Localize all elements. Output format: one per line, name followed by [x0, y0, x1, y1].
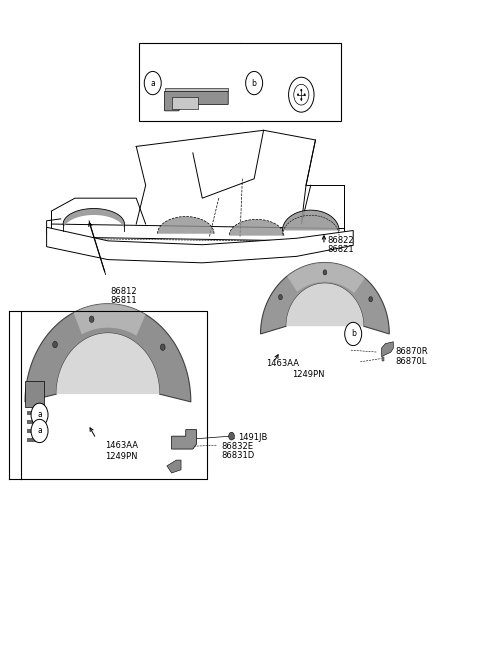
Circle shape [300, 89, 302, 92]
Polygon shape [25, 381, 44, 407]
Text: 86831D: 86831D [221, 451, 254, 460]
Polygon shape [287, 263, 365, 293]
Polygon shape [73, 304, 145, 336]
Polygon shape [165, 92, 228, 111]
Text: 86835A: 86835A [207, 77, 240, 86]
Text: 86870R: 86870R [396, 347, 428, 356]
Circle shape [369, 297, 372, 302]
Polygon shape [383, 356, 384, 361]
Polygon shape [25, 304, 191, 402]
Bar [27, 438, 42, 442]
Circle shape [246, 71, 263, 95]
Text: 86822: 86822 [327, 236, 354, 245]
Text: a: a [150, 79, 155, 88]
Bar [27, 411, 42, 415]
Bar [27, 429, 42, 433]
Polygon shape [382, 342, 393, 356]
Circle shape [300, 98, 302, 100]
Bar [139, 43, 341, 121]
Text: a: a [37, 426, 42, 436]
Circle shape [294, 84, 309, 105]
Circle shape [323, 270, 327, 275]
Text: a: a [37, 410, 42, 419]
Circle shape [345, 322, 362, 346]
Text: 1463AA: 1463AA [266, 358, 299, 367]
Text: 86812: 86812 [110, 288, 137, 297]
Polygon shape [157, 217, 214, 234]
Polygon shape [57, 333, 159, 394]
Circle shape [304, 94, 306, 96]
Text: 1491JB: 1491JB [238, 433, 267, 442]
Text: 84124A: 84124A [306, 77, 338, 86]
Circle shape [31, 419, 48, 443]
Text: 86832E: 86832E [221, 442, 253, 451]
Polygon shape [165, 88, 228, 92]
Circle shape [53, 341, 58, 348]
Polygon shape [167, 460, 181, 473]
Polygon shape [229, 219, 284, 236]
Text: 86821: 86821 [327, 245, 354, 253]
Circle shape [228, 432, 234, 440]
Text: 86811: 86811 [110, 297, 137, 305]
Polygon shape [282, 210, 339, 231]
Bar [27, 420, 42, 424]
Text: 1463AA: 1463AA [106, 441, 139, 450]
Circle shape [89, 316, 94, 322]
Text: b: b [351, 329, 356, 339]
Polygon shape [286, 284, 363, 326]
Polygon shape [261, 263, 389, 334]
Bar [172, 98, 198, 109]
Circle shape [160, 344, 165, 350]
Circle shape [278, 295, 282, 300]
Circle shape [144, 71, 161, 95]
Text: b: b [252, 79, 257, 88]
Polygon shape [47, 227, 353, 263]
Text: 1249PN: 1249PN [106, 453, 138, 461]
Circle shape [31, 403, 48, 426]
Text: 86870L: 86870L [396, 356, 427, 365]
Text: 1249PN: 1249PN [292, 369, 324, 379]
Polygon shape [172, 430, 197, 449]
Circle shape [297, 94, 299, 96]
